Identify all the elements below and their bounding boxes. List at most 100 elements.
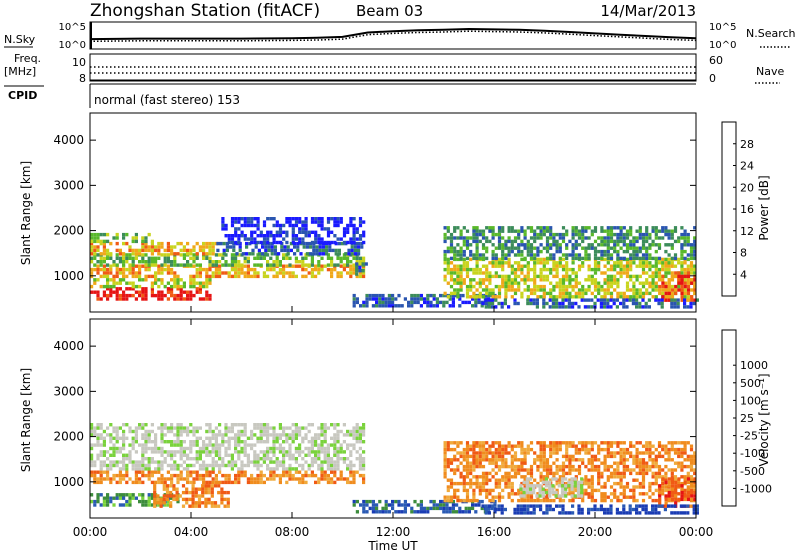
heatmap-cell <box>552 475 556 479</box>
heatmap-cell <box>170 450 174 454</box>
heatmap-cell <box>314 240 318 245</box>
heatmap-cell <box>318 245 322 249</box>
heatmap-cell <box>657 475 662 479</box>
heatmap-cell <box>170 267 174 272</box>
heatmap-cell <box>488 281 492 285</box>
heatmap-cell <box>485 274 489 279</box>
heatmap-cell <box>109 256 113 260</box>
heatmap-cell <box>616 495 620 499</box>
heatmap-cell <box>606 226 610 230</box>
heatmap-cell <box>205 473 209 478</box>
heatmap-cell <box>198 263 202 267</box>
heatmap-cell <box>102 290 106 294</box>
heatmap-cell <box>625 495 630 499</box>
heatmap-cell <box>96 248 100 253</box>
heatmap-cell <box>539 454 543 459</box>
heatmap-cell <box>150 256 154 260</box>
heatmap-cell <box>456 481 460 486</box>
heatmap-cell <box>96 440 100 444</box>
heatmap-cell <box>606 475 610 479</box>
heatmap-cell <box>275 446 279 451</box>
heatmap-cell <box>198 467 202 471</box>
heatmap-cell <box>93 470 97 474</box>
heatmap-cell <box>352 473 356 478</box>
heatmap-cell <box>323 450 327 454</box>
heatmap-cell <box>488 471 492 476</box>
heatmap-cell <box>693 243 697 247</box>
heatmap-cell <box>517 261 521 265</box>
heatmap-cell <box>469 288 473 292</box>
heatmap-cell <box>577 464 582 469</box>
heatmap-cell <box>259 433 263 437</box>
heatmap-cell <box>222 248 226 253</box>
heatmap-cell <box>381 293 385 298</box>
heatmap-cell <box>102 429 106 434</box>
heatmap-cell <box>448 510 452 514</box>
heatmap-cell <box>622 291 626 296</box>
heatmap-cell <box>504 295 508 299</box>
heatmap-cell <box>99 470 103 474</box>
heatmap-cell <box>176 241 180 246</box>
heatmap-cell <box>616 481 620 486</box>
heatmap-cell <box>134 467 138 471</box>
heatmap-cell <box>686 477 691 481</box>
heatmap-cell <box>600 243 604 247</box>
heatmap-cell <box>109 241 113 246</box>
heatmap-cell <box>218 253 222 257</box>
heatmap-cell <box>641 271 646 275</box>
heatmap-cell <box>619 471 623 476</box>
heatmap-cell <box>304 480 308 485</box>
heatmap-cell <box>138 264 142 268</box>
heatmap-cell <box>558 288 562 292</box>
heatmap-cell <box>141 241 145 246</box>
heatmap-cell <box>667 264 671 268</box>
heatmap-cell <box>475 441 479 445</box>
heatmap-cell <box>587 458 591 462</box>
heatmap-cell <box>198 426 202 430</box>
heatmap-cell <box>371 499 375 504</box>
heatmap-cell <box>491 243 495 247</box>
heatmap-cell <box>403 503 407 507</box>
heatmap-cell <box>192 429 196 434</box>
heatmap-cell <box>507 274 511 279</box>
heatmap-cell <box>504 256 508 261</box>
heatmap-cell <box>657 261 662 265</box>
heatmap-cell <box>368 499 372 504</box>
heatmap-cell <box>410 300 414 305</box>
heatmap-cell <box>683 278 687 282</box>
heatmap-cell <box>285 264 289 268</box>
heatmap-cell <box>494 256 498 261</box>
heatmap-cell <box>693 274 697 279</box>
heatmap-cell <box>664 478 668 482</box>
heatmap-cell <box>657 471 662 476</box>
heatmap-cell <box>186 260 190 264</box>
heatmap-cell <box>128 248 132 253</box>
heatmap-cell <box>529 243 534 247</box>
heatmap-cell <box>141 453 145 457</box>
heatmap-cell <box>680 249 684 254</box>
heatmap-cell <box>520 278 524 282</box>
heatmap-cell <box>138 463 142 468</box>
heatmap-cell <box>622 504 626 508</box>
heatmap-cell <box>535 305 539 309</box>
heatmap-cell <box>686 257 690 262</box>
heatmap-cell <box>680 256 684 261</box>
heatmap-cell <box>689 267 694 272</box>
heatmap-cell <box>122 436 126 440</box>
heatmap-cell <box>507 305 511 309</box>
heatmap-cell <box>182 263 186 267</box>
heatmap-cell <box>645 447 649 452</box>
heatmap-cell <box>202 446 206 451</box>
heatmap-cell <box>355 426 359 430</box>
heatmap-cell <box>670 291 674 296</box>
heatmap-cell <box>542 264 546 268</box>
heatmap-cell <box>616 284 620 289</box>
heatmap-cell <box>632 284 636 289</box>
heatmap-cell <box>330 274 334 279</box>
heatmap-cell <box>304 433 308 437</box>
heatmap-cell <box>202 248 206 253</box>
heatmap-cell <box>192 470 196 474</box>
heatmap-cell <box>587 236 591 240</box>
heatmap-cell <box>561 236 566 240</box>
heatmap-cell <box>285 234 289 238</box>
